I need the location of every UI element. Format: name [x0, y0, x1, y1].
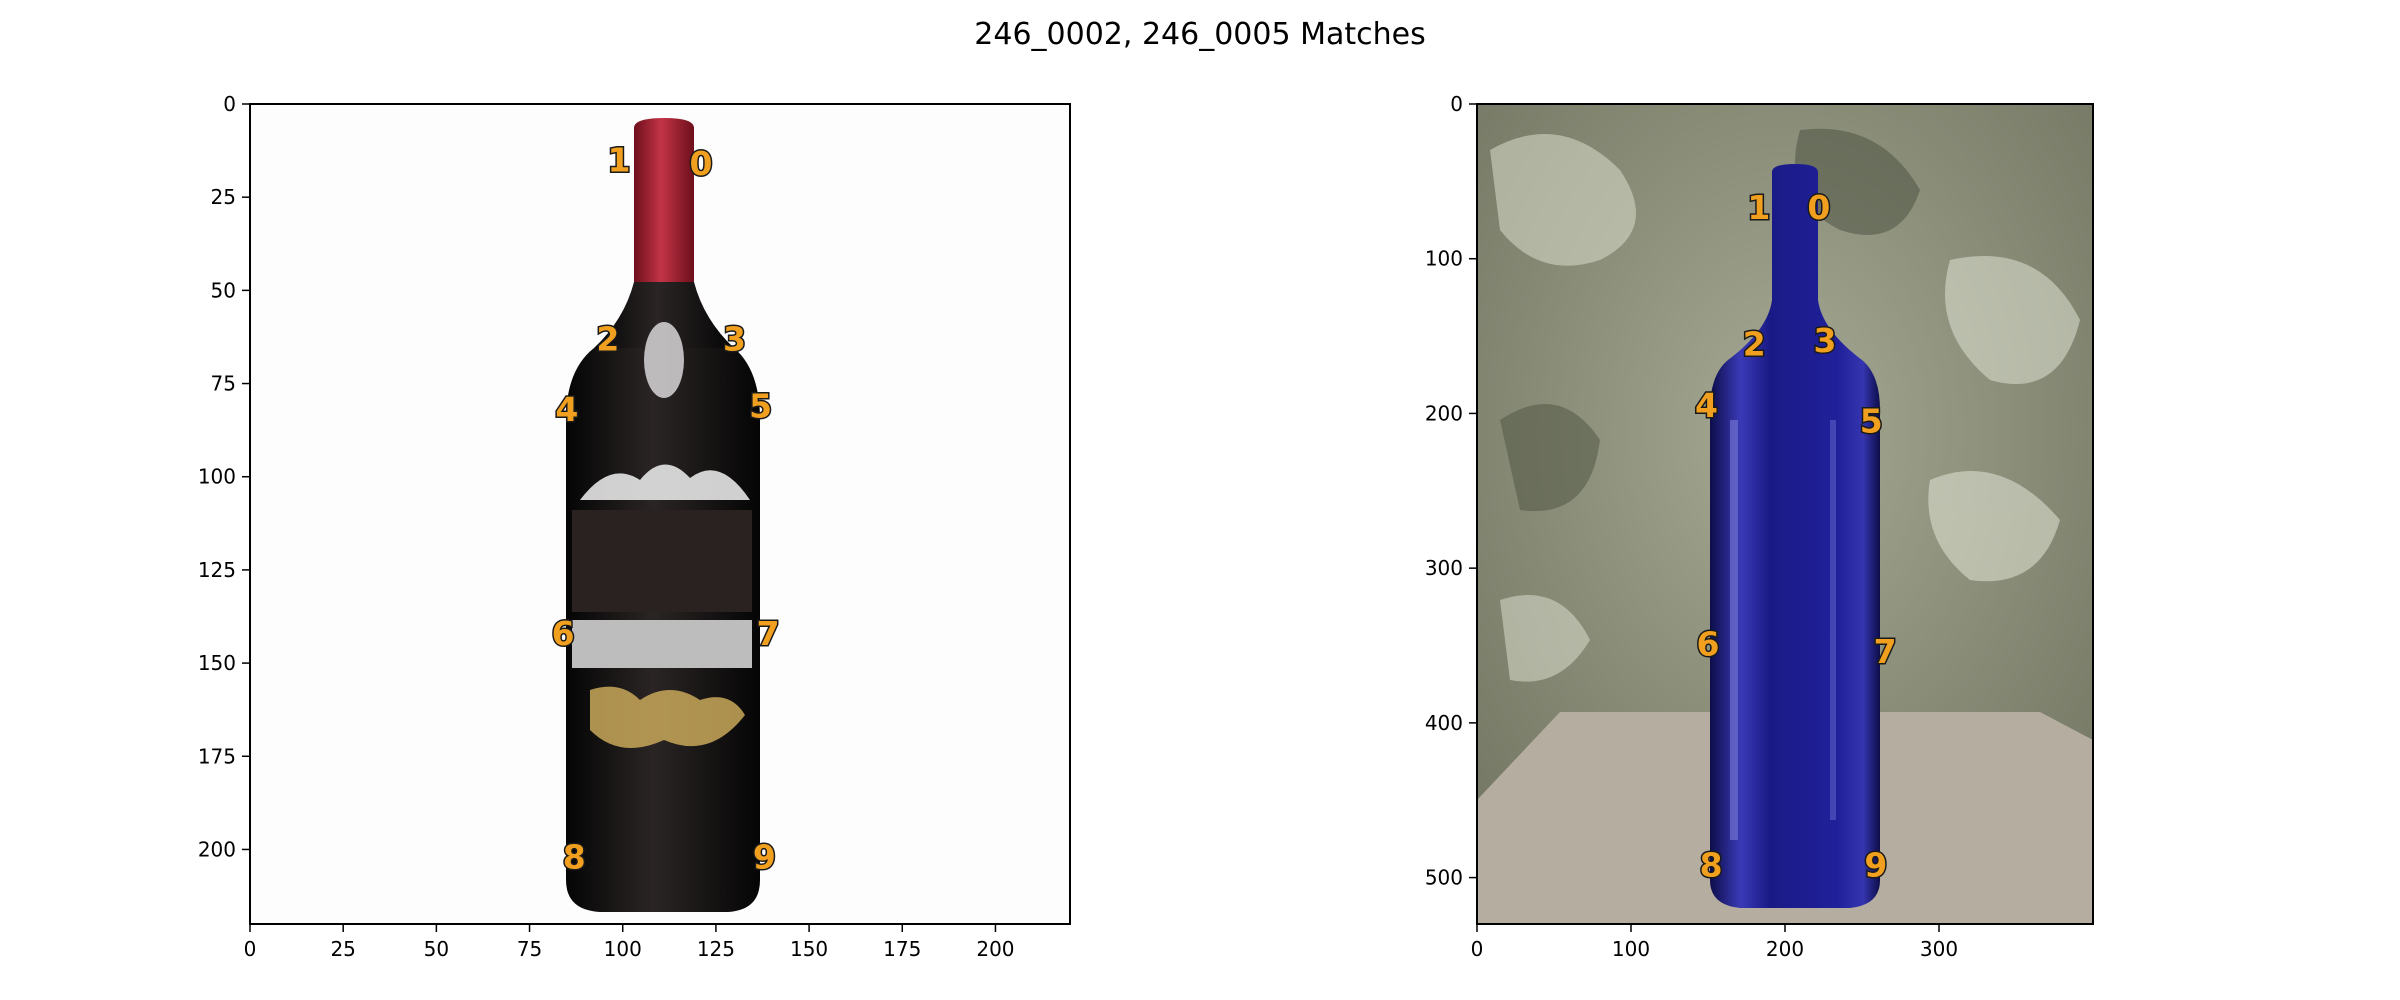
left-y-tick-label: 50 [211, 278, 236, 302]
left-y-tick-label: 125 [198, 558, 236, 582]
left-y-tick-label: 175 [198, 744, 236, 768]
left-y-tick-label: 200 [198, 837, 236, 861]
left-x-tick-label: 50 [424, 937, 449, 961]
right-keypoint-9: 9 [1864, 846, 1887, 885]
left-y-tick-label: 25 [211, 185, 236, 209]
right-y-tick-label: 500 [1425, 866, 1463, 890]
right-keypoint-5: 5 [1860, 402, 1883, 441]
figure-title: 246_0002, 246_0005 Matches [974, 17, 1425, 52]
left-x-tick-label: 75 [517, 937, 542, 961]
left-bottle-illustration [566, 118, 760, 912]
left-keypoint-3: 3 [723, 319, 746, 358]
right-bottle-illustration [1710, 164, 1880, 908]
left-keypoint-4: 4 [555, 390, 578, 429]
right-keypoint-3: 3 [1814, 321, 1837, 360]
right-y-tick-label: 100 [1425, 247, 1463, 271]
right-y-tick-label: 300 [1425, 556, 1463, 580]
left-axes-frame [249, 103, 1071, 925]
left-keypoint-6: 6 [552, 614, 575, 653]
right-x-axis: 0 100 200 300 [1471, 924, 1958, 961]
left-y-tick-label: 0 [223, 92, 236, 116]
right-keypoint-6: 6 [1697, 624, 1720, 663]
left-x-tick-label: 0 [244, 937, 257, 961]
right-keypoint-8: 8 [1700, 846, 1723, 885]
right-x-tick-label: 100 [1612, 937, 1650, 961]
right-keypoint-2: 2 [1743, 324, 1766, 363]
right-keypoint-7: 7 [1874, 632, 1897, 671]
left-image-panel: 0 25 50 75 100 125 150 175 200 02550751001251501… [198, 92, 1071, 961]
right-keypoint-0: 0 [1807, 188, 1830, 227]
right-x-tick-label: 0 [1471, 937, 1484, 961]
left-keypoint-2: 2 [596, 319, 619, 358]
left-x-axis: 0 25 50 75 100 125 150 175 200 [244, 924, 1015, 961]
left-keypoint-9: 9 [753, 837, 776, 876]
left-x-tick-label: 175 [883, 937, 921, 961]
right-y-tick-label: 200 [1425, 401, 1463, 425]
left-x-tick-label: 100 [604, 937, 642, 961]
left-keypoint-0: 0 [690, 144, 713, 183]
right-y-axis: 0 100 200 300 400 500 [1425, 92, 1477, 890]
left-keypoint-7: 7 [757, 614, 780, 653]
right-keypoints: 01 2 3 4 5 6 7 8 9 [1693, 187, 1898, 887]
right-y-tick-label: 400 [1425, 711, 1463, 735]
left-keypoint-1: 1 [608, 140, 631, 179]
left-y-tick-label: 100 [198, 465, 236, 489]
left-x-tick-label: 25 [330, 937, 355, 961]
right-x-tick-label: 300 [1920, 937, 1958, 961]
left-y-tick-label: 150 [198, 651, 236, 675]
left-y-tick-label: 75 [211, 372, 236, 396]
left-x-tick-label: 125 [697, 937, 735, 961]
left-x-tick-label: 150 [790, 937, 828, 961]
right-keypoint-4: 4 [1695, 386, 1718, 425]
right-y-tick-label: 0 [1450, 92, 1463, 116]
left-keypoint-8: 8 [563, 837, 586, 876]
left-x-tick-label: 200 [976, 937, 1014, 961]
right-wall-texture [1490, 128, 2080, 682]
right-keypoint-1: 1 [1747, 188, 1770, 227]
right-x-tick-label: 200 [1766, 937, 1804, 961]
left-y-axis: 0 25 50 75 100 125 150 175 200 [198, 92, 250, 861]
left-keypoint-5: 5 [749, 386, 772, 425]
left-keypoints: 0 1 2 3 4 5 6 7 8 9 [550, 139, 781, 878]
